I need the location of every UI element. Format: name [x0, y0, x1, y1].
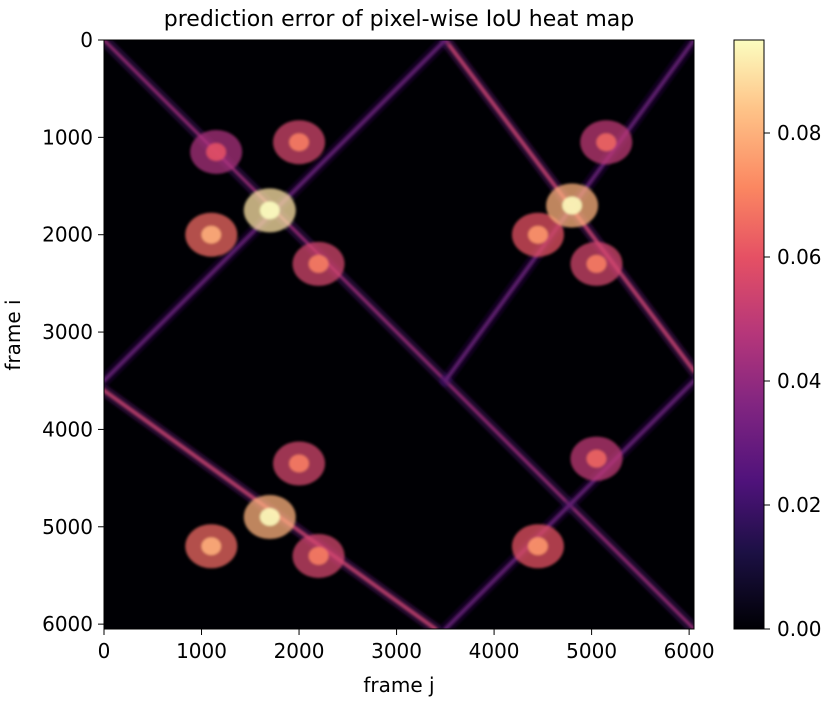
heatmap-band-halo	[439, 374, 694, 629]
y-tick-label: 5000	[42, 515, 93, 539]
colorbar-tick-label: 0.06	[777, 245, 822, 269]
x-axis-label: frame j	[363, 673, 434, 697]
y-tick-label: 2000	[42, 223, 93, 247]
x-tick-label: 1000	[176, 639, 227, 663]
heatmap-blob-core	[562, 196, 583, 215]
x-tick-label: 3000	[371, 639, 422, 663]
heatmap-blob-core	[308, 546, 329, 565]
heatmap-blob-core	[201, 537, 222, 556]
heatmap-blob-core	[586, 254, 607, 273]
plot-frame	[103, 39, 695, 630]
colorbar-tick-label: 0.08	[777, 121, 822, 145]
heatmap-blob-core	[206, 142, 227, 161]
x-tick-label: 4000	[469, 639, 520, 663]
heatmap-blob-core	[527, 537, 548, 556]
heatmap-blob-core	[201, 225, 222, 244]
heatmap-blob-core	[308, 254, 329, 273]
chart-title: prediction error of pixel-wise IoU heat …	[164, 7, 634, 32]
colorbar-tick-label: 0.00	[777, 617, 822, 641]
y-axis-ticks: 0 1000 2000 3000 4000 5000 6000	[42, 28, 104, 636]
x-tick-label: 6000	[664, 639, 715, 663]
x-tick-label: 0	[98, 639, 111, 663]
colorbar-tick-label: 0.04	[777, 369, 822, 393]
x-axis-ticks: 0 1000 2000 3000 4000 5000 6000	[98, 629, 715, 663]
y-tick-label: 6000	[42, 612, 93, 636]
y-axis-label: frame i	[1, 299, 25, 370]
heatmap-blob-core	[527, 225, 548, 244]
heatmap-blob-core	[259, 201, 280, 220]
heatmap-blob-core	[289, 133, 310, 152]
x-tick-label: 5000	[566, 639, 617, 663]
colorbar-ticks: 0.00 0.02 0.04 0.06 0.08	[764, 121, 822, 641]
heatmap-blob-core	[259, 508, 280, 527]
y-tick-label: 1000	[42, 125, 93, 149]
heatmap-blob-core	[586, 449, 607, 468]
heatmap-blob-core	[289, 454, 310, 473]
y-tick-label: 3000	[42, 320, 93, 344]
colorbar-tick-label: 0.02	[777, 493, 822, 517]
x-tick-label: 2000	[274, 639, 325, 663]
heatmap-blob-core	[596, 133, 617, 152]
heatmap-cells	[104, 40, 694, 629]
colorbar	[733, 39, 765, 630]
y-tick-label: 0	[80, 28, 93, 52]
y-tick-label: 4000	[42, 417, 93, 441]
